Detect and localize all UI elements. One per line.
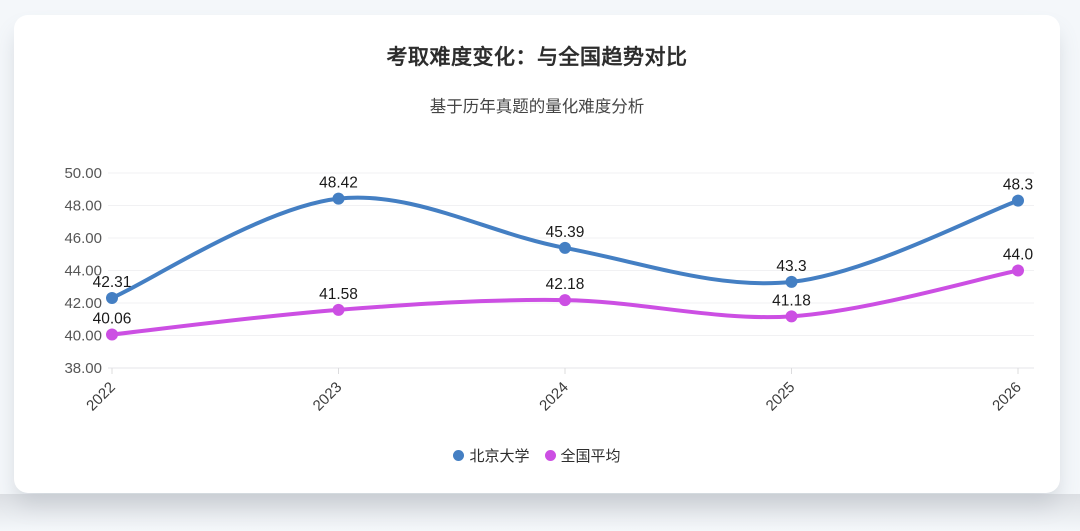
chart-subtitle: 基于历年真题的量化难度分析 <box>429 98 645 116</box>
difficulty-trend-chart: 50.00 48.00 46.00 44.00 42.00 40.00 38.00 2022 2… <box>64 165 1034 415</box>
x-axis-tick-label: 2022 <box>83 379 119 415</box>
y-axis-tick-label: 46.00 <box>64 230 102 247</box>
y-axis-tick-label: 50.00 <box>64 165 102 182</box>
data-point[interactable] <box>106 291 118 304</box>
data-point[interactable] <box>1012 264 1024 277</box>
data-point[interactable] <box>106 328 118 341</box>
x-axis-tick-label: 2024 <box>536 379 572 415</box>
data-point-label: 44.0 <box>1003 247 1034 264</box>
chart-title: 考取难度变化：与全国趋势对比 <box>386 46 688 69</box>
data-point-label: 40.06 <box>93 311 132 328</box>
y-axis-tick-label: 38.00 <box>64 360 102 377</box>
data-point[interactable] <box>332 192 345 205</box>
legend-dot-icon <box>544 450 556 461</box>
data-point-label: 45.39 <box>546 224 585 241</box>
legend-item-1[interactable]: 全国平均 <box>544 445 621 466</box>
data-point-label: 42.18 <box>546 276 585 293</box>
data-point[interactable] <box>1012 194 1024 207</box>
data-point-label: 48.42 <box>319 175 358 192</box>
data-point[interactable] <box>559 294 571 307</box>
x-axis-tick-label: 2023 <box>310 379 346 415</box>
data-point-label: 41.58 <box>319 286 358 303</box>
y-axis-tick-label: 48.00 <box>64 198 102 215</box>
legend-dot-icon <box>453 450 465 461</box>
data-point[interactable] <box>332 303 345 316</box>
data-point[interactable] <box>559 241 571 254</box>
chart-legend: 北京大学 全国平均 <box>14 445 1060 466</box>
below-card-shade <box>0 494 1080 531</box>
data-point-label: 43.3 <box>776 258 806 275</box>
data-point[interactable] <box>785 275 798 288</box>
y-axis-tick-label: 44.00 <box>64 263 102 280</box>
data-point-label: 48.3 <box>1003 177 1033 194</box>
data-point[interactable] <box>785 310 798 323</box>
y-axis-tick-label: 42.00 <box>64 295 102 312</box>
data-point-label: 41.18 <box>772 292 811 309</box>
legend-item-0[interactable]: 北京大学 <box>453 445 530 466</box>
x-axis-tick-label: 2025 <box>763 379 799 415</box>
legend-label: 全国平均 <box>560 448 621 465</box>
chart-card: 考取难度变化：与全国趋势对比 基于历年真题的量化难度分析 50.00 48.00 4… <box>14 15 1060 493</box>
legend-label: 北京大学 <box>469 448 530 465</box>
y-axis-tick-label: 40.00 <box>64 328 102 345</box>
x-axis-tick-label: 2026 <box>989 379 1025 415</box>
data-point-label: 42.31 <box>93 274 132 291</box>
